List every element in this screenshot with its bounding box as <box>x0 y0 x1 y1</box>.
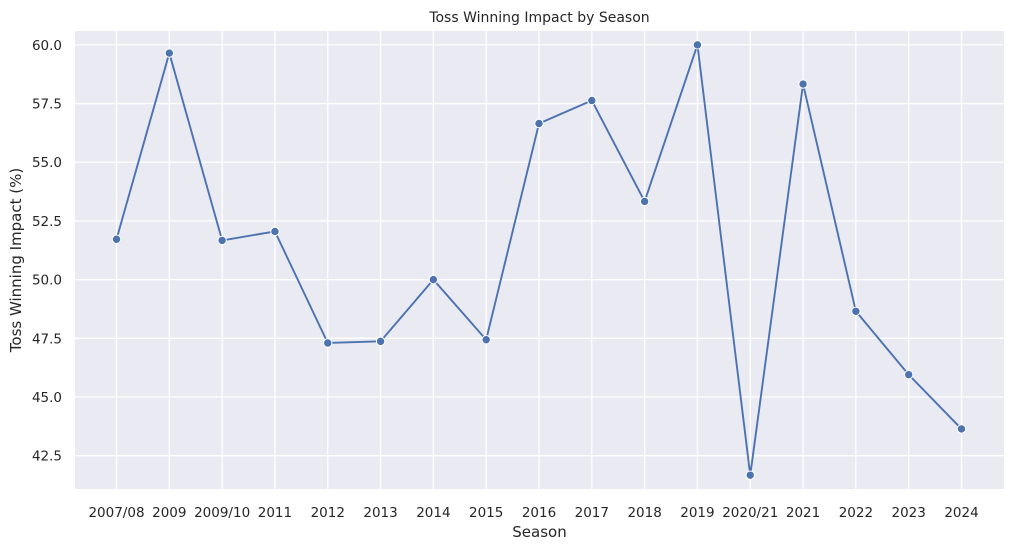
y-tick-label: 57.5 <box>32 97 62 113</box>
x-tick-label: 2022 <box>839 505 873 521</box>
data-point <box>375 336 386 347</box>
x-tick-label: 2016 <box>522 505 556 521</box>
x-tick-label: 2015 <box>469 505 503 521</box>
data-point <box>798 79 808 89</box>
series-layer <box>111 40 967 480</box>
data-point <box>428 274 439 285</box>
data-point <box>639 196 650 207</box>
data-point <box>956 424 967 434</box>
y-tick-label: 55.0 <box>32 155 62 171</box>
data-point <box>903 369 914 380</box>
y-tick-label: 45.0 <box>32 390 62 406</box>
x-tick-label: 2017 <box>575 505 609 521</box>
data-point <box>164 48 175 58</box>
y-tick-label: 50.0 <box>32 273 62 289</box>
x-axis-label: Season <box>512 523 566 541</box>
x-tick-label: 2018 <box>627 505 661 521</box>
x-tick-label: 2021 <box>786 505 820 521</box>
x-tick-label: 2012 <box>311 505 345 521</box>
data-point <box>692 40 703 50</box>
x-tick-label: 2011 <box>258 505 292 521</box>
x-tick-label: 2013 <box>363 505 397 521</box>
data-point <box>745 470 755 480</box>
data-point <box>534 118 544 129</box>
data-point <box>481 334 491 345</box>
x-tick-label: 2009/10 <box>194 505 250 521</box>
y-tick-label: 60.0 <box>32 38 62 54</box>
y-axis-label: Toss Winning Impact (%) <box>7 168 25 353</box>
data-point <box>217 235 227 246</box>
x-tick-label: 2020/21 <box>722 505 778 521</box>
data-point <box>587 95 597 106</box>
data-point <box>323 338 333 348</box>
grid-lines <box>75 31 1004 489</box>
data-point <box>851 306 861 316</box>
tick-labels: 42.5 45.0 47.5 50.0 52.5 55.0 57.5 60.0 2007/08 2… <box>32 38 979 521</box>
y-tick-label: 47.5 <box>32 331 62 347</box>
data-point <box>270 226 280 237</box>
x-tick-label: 2014 <box>416 505 450 521</box>
x-tick-label: 2023 <box>892 505 926 521</box>
data-point <box>111 234 122 244</box>
y-tick-label: 42.5 <box>32 449 62 465</box>
chart-title: Toss Winning Impact by Season <box>428 10 649 26</box>
x-tick-label: 2019 <box>680 505 714 521</box>
x-tick-label: 2009 <box>152 505 186 521</box>
y-tick-label: 52.5 <box>32 214 62 230</box>
x-tick-label: 2007/08 <box>88 505 144 521</box>
x-tick-label: 2024 <box>944 505 978 521</box>
